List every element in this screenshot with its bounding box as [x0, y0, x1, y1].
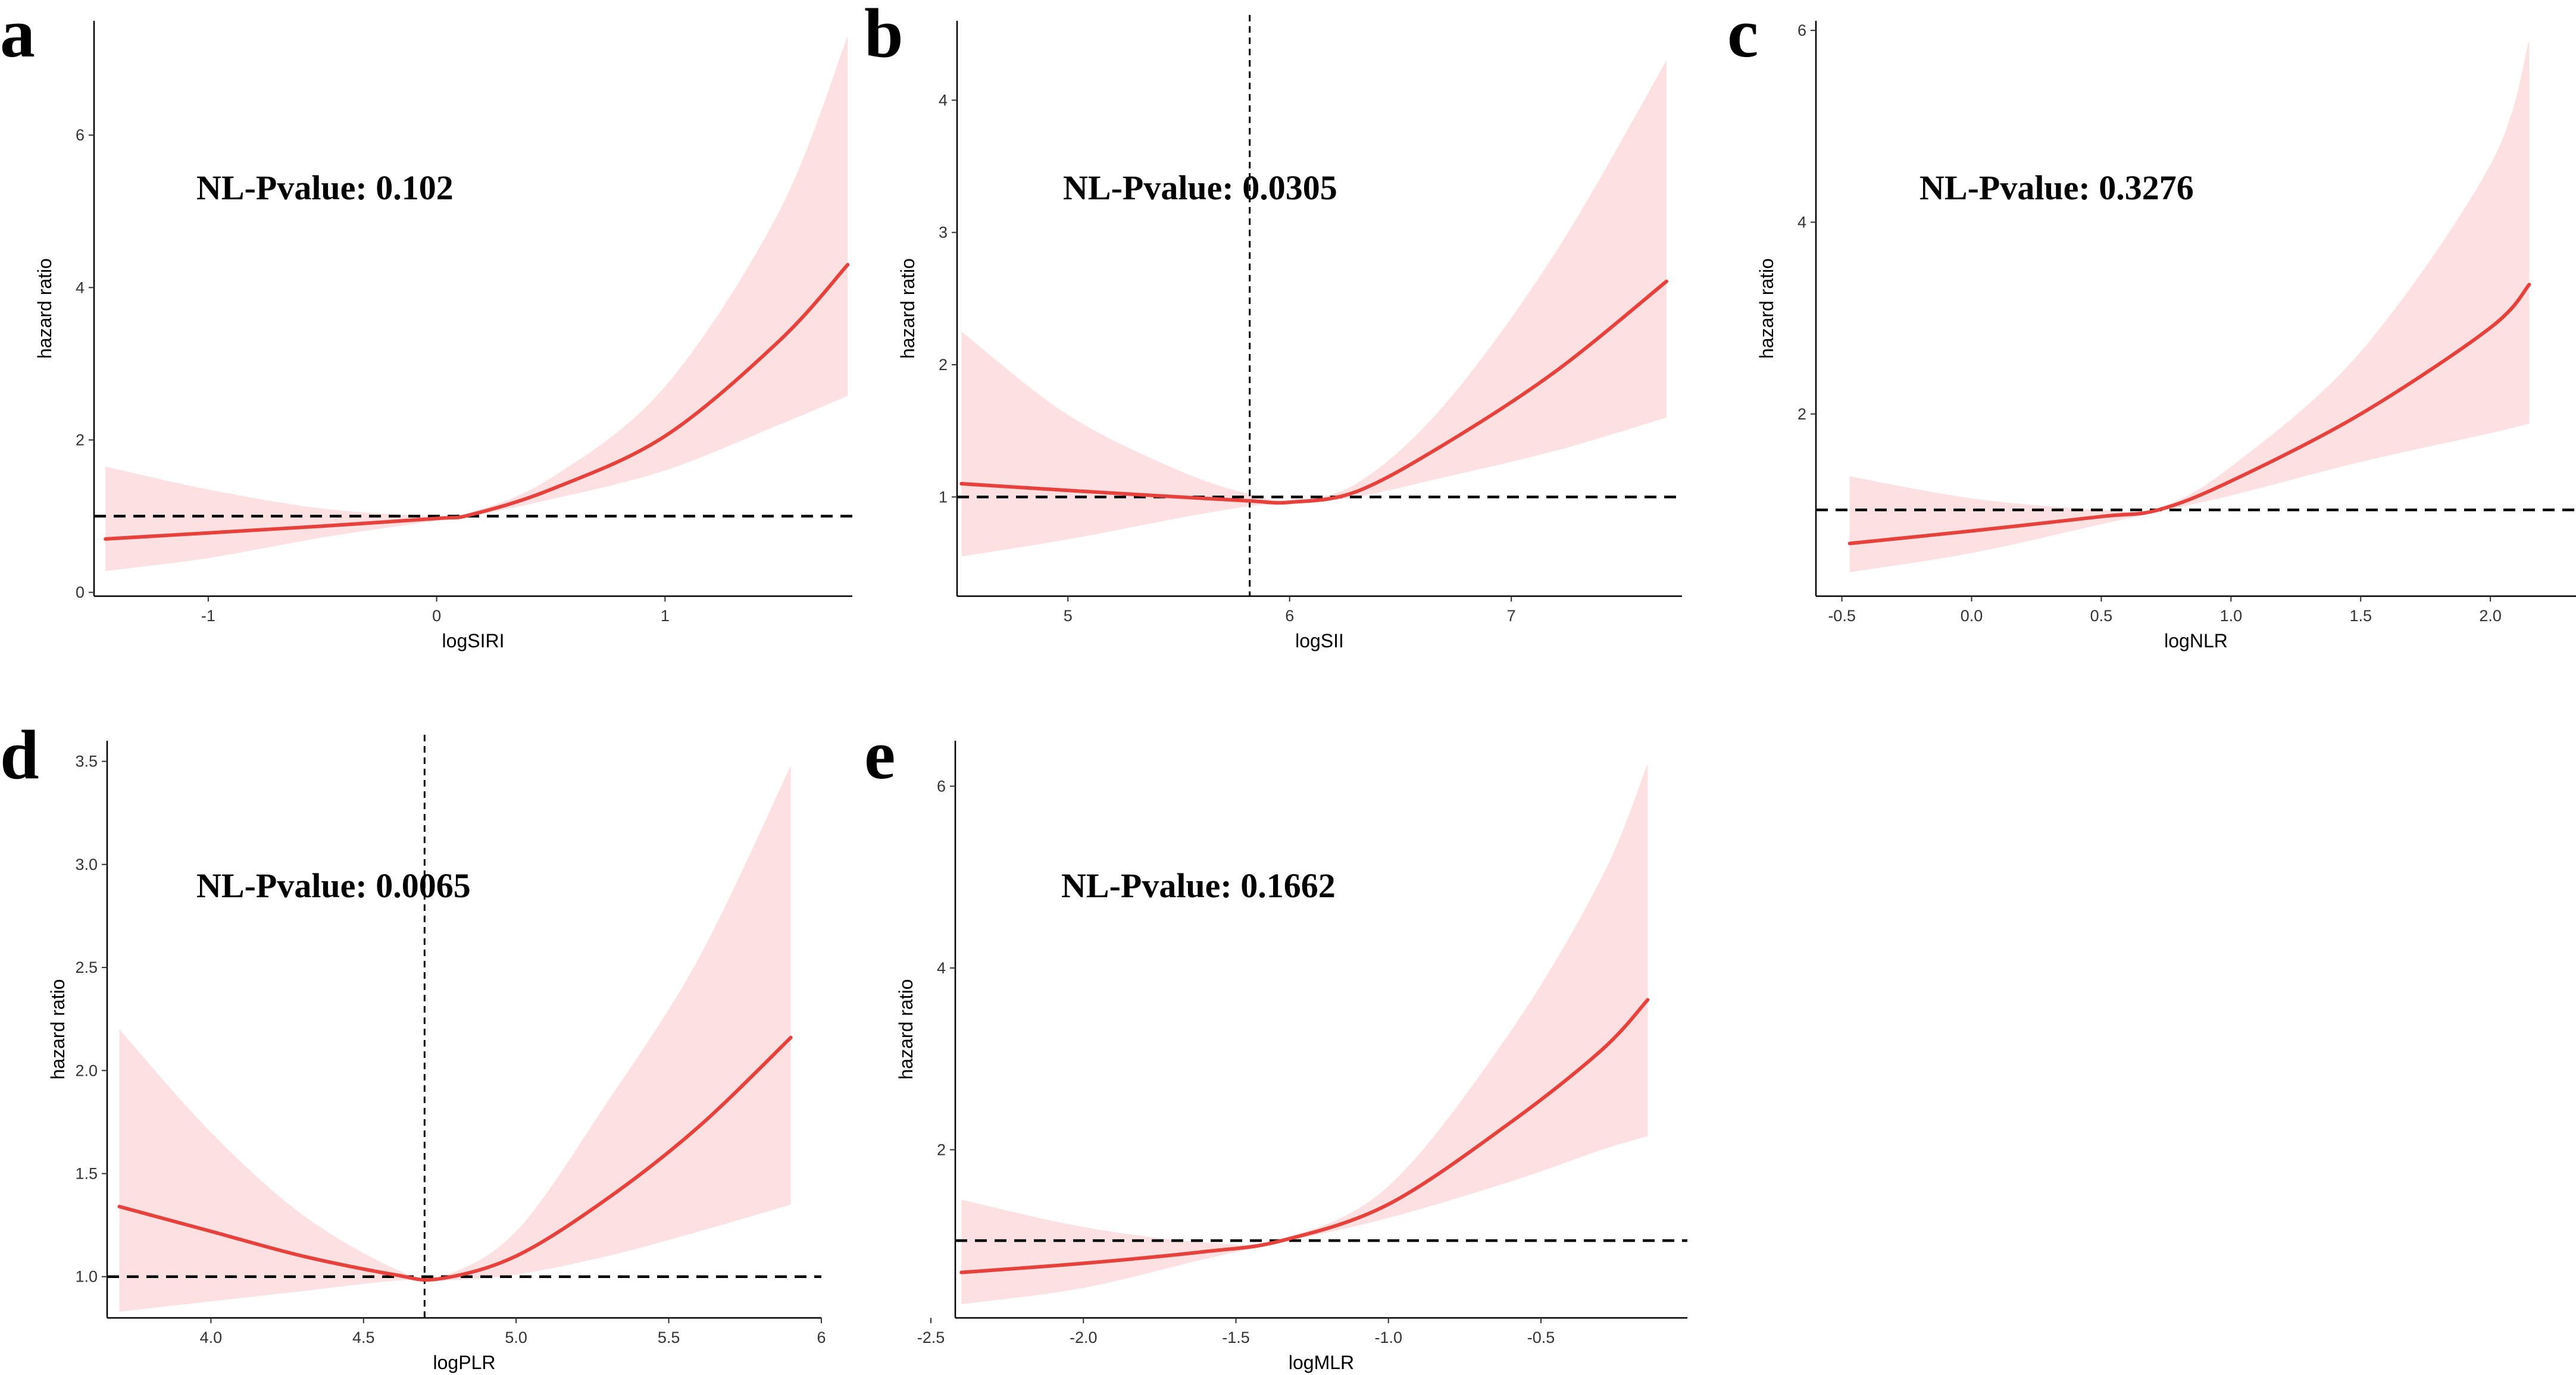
- x-tick-label: 0.5: [2090, 607, 2113, 625]
- hazard-ratio-curve: [117, 1035, 793, 1282]
- y-tick-label: 2.5: [75, 959, 98, 976]
- x-tick-label: 0: [432, 607, 441, 625]
- x-axis-title: logNLR: [2164, 630, 2228, 652]
- y-tick-label: 1.0: [75, 1268, 98, 1286]
- x-tick-label: 4.5: [352, 1329, 375, 1346]
- panel-c: 2 4 6 -0.5 0.0 0.5 1.0 1.5 2.0 logNLR hazard ratio…: [1727, 0, 2576, 652]
- y-tick-label: 4: [1797, 213, 1806, 231]
- x-tick-label: -2.5: [917, 1329, 945, 1346]
- y-tick-label: 2: [939, 356, 948, 374]
- y-tick-label: 3.5: [75, 753, 98, 770]
- nl-pvalue-annotation: NL-Pvalue: 0.102: [196, 168, 454, 207]
- y-tick-label: 1.5: [75, 1165, 98, 1183]
- panel-letter: a: [0, 0, 35, 72]
- y-tick-label: 2: [76, 431, 85, 449]
- y-tick-label: 4: [937, 959, 946, 977]
- panel-a: 0 2 4 6 -1 0 1 logSIRI hazard ratio NL-Pvalue: 0.…: [0, 0, 852, 652]
- x-tick-label: 2.0: [2479, 607, 2502, 625]
- x-axis-title: logMLR: [1289, 1352, 1354, 1373]
- panel-d: 1.0 1.5 2.0 2.5 3.0 3.5 4.0 4.5 5.0 5.5 6 logPLR haz…: [0, 716, 826, 1373]
- confidence-band: [961, 60, 1667, 557]
- x-tick-label: -1.0: [1374, 1329, 1402, 1346]
- x-tick-label: 1.0: [2220, 607, 2243, 625]
- x-tick-label: 6: [1285, 607, 1294, 625]
- x-tick-label: 5.5: [658, 1329, 680, 1346]
- panel-letter: d: [0, 716, 39, 794]
- x-tick-label: 7: [1507, 607, 1516, 625]
- x-tick-label: 5: [1064, 607, 1073, 625]
- y-tick-label: 6: [1797, 21, 1806, 39]
- y-axis-title: hazard ratio: [895, 979, 917, 1080]
- y-tick-label: 6: [937, 777, 946, 795]
- y-axis-title: hazard ratio: [897, 258, 918, 359]
- x-tick-label: -2.0: [1070, 1329, 1098, 1346]
- hazard-ratio-curve: [959, 998, 1650, 1274]
- x-tick-label: -0.5: [1527, 1329, 1555, 1346]
- y-tick-label: 1: [939, 488, 948, 506]
- hazard-ratio-curve: [959, 279, 1668, 505]
- y-tick-label: 4: [939, 91, 948, 109]
- nl-pvalue-annotation: NL-Pvalue: 0.0305: [1063, 168, 1337, 207]
- x-tick-label: 0.0: [1961, 607, 1983, 625]
- confidence-band: [961, 763, 1648, 1305]
- x-tick-label: 1.5: [2349, 607, 2372, 625]
- x-axis-title: logSII: [1295, 630, 1344, 652]
- x-tick-label: -0.5: [1828, 607, 1856, 625]
- nl-pvalue-annotation: NL-Pvalue: 0.3276: [1920, 168, 2194, 207]
- panel-letter: c: [1727, 0, 1758, 72]
- x-tick-label: -1: [201, 607, 215, 625]
- x-tick-label: 4.0: [200, 1329, 223, 1346]
- y-axis-title: hazard ratio: [47, 979, 68, 1080]
- confidence-band: [1849, 40, 2530, 572]
- x-axis-title: logPLR: [433, 1352, 496, 1373]
- nl-pvalue-annotation: NL-Pvalue: 0.1662: [1061, 866, 1336, 905]
- confidence-band: [119, 765, 791, 1312]
- panel-letter: e: [864, 716, 895, 794]
- y-tick-label: 3.0: [75, 856, 98, 873]
- y-axis-title: hazard ratio: [1756, 258, 1777, 359]
- y-tick-label: 4: [76, 278, 85, 296]
- y-tick-label: 3: [939, 224, 948, 242]
- hazard-ratio-curve: [104, 262, 850, 541]
- panel-b: 1 2 3 4 5 6 7 logSII hazard ratio NL-Pvalue: 0.03…: [864, 0, 1682, 652]
- y-tick-label: 6: [76, 126, 85, 144]
- x-axis-title: logSIRI: [442, 630, 505, 652]
- panel-e: 2 4 6 -2.5 -2.0 -1.5 -1.0 -0.5 logMLR hazard rati…: [864, 716, 1687, 1373]
- y-axis-title: hazard ratio: [34, 258, 55, 359]
- y-tick-label: 0: [76, 584, 85, 602]
- y-tick-label: 2: [937, 1141, 946, 1158]
- x-tick-label: 5.0: [505, 1329, 527, 1346]
- x-tick-label: 1: [661, 607, 670, 625]
- hazard-ratio-curve: [1847, 283, 2531, 546]
- x-tick-label: 6: [817, 1329, 826, 1346]
- nl-pvalue-annotation: NL-Pvalue: 0.0065: [196, 866, 471, 905]
- x-tick-label: -1.5: [1222, 1329, 1250, 1346]
- panel-letter: b: [864, 0, 904, 72]
- y-tick-label: 2: [1797, 405, 1806, 423]
- y-tick-label: 2.0: [75, 1061, 98, 1079]
